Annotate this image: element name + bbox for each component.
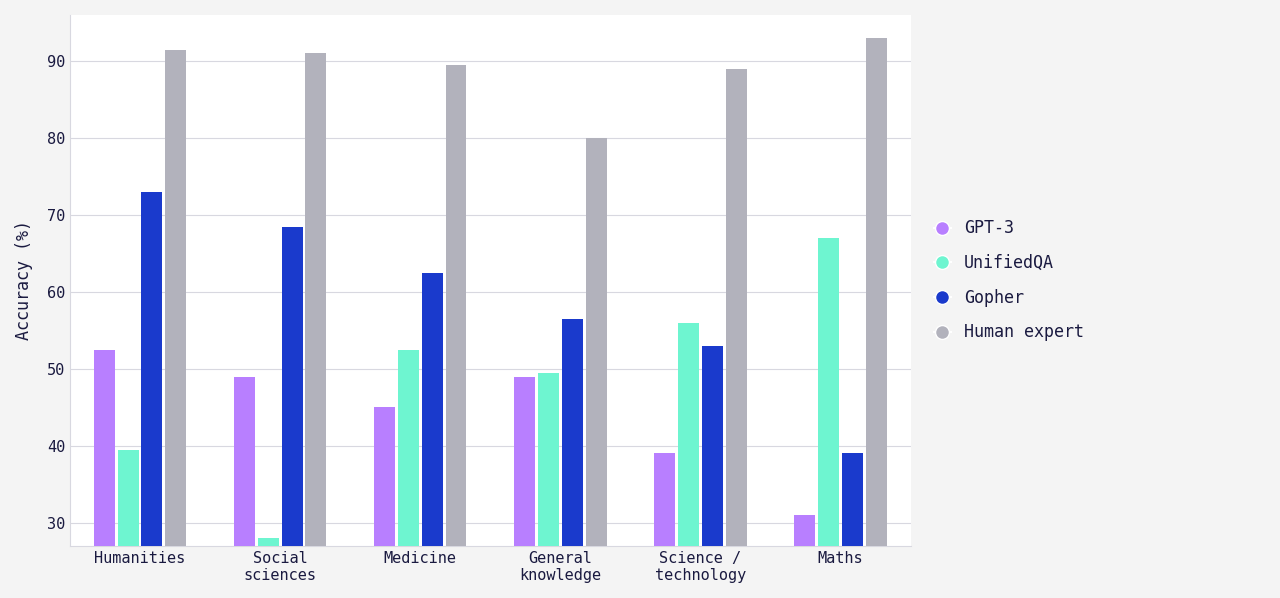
Y-axis label: Accuracy (%): Accuracy (%) (15, 221, 33, 340)
Bar (282, 227, 302, 598)
Bar (165, 50, 187, 598)
Bar (562, 319, 582, 598)
Bar (421, 273, 443, 598)
Bar (842, 453, 863, 598)
Bar (795, 515, 815, 598)
Bar (398, 350, 419, 598)
Legend: GPT-3, UnifiedQA, Gopher, Human expert: GPT-3, UnifiedQA, Gopher, Human expert (927, 213, 1091, 348)
Bar (701, 346, 723, 598)
Bar (142, 192, 163, 598)
Bar (818, 238, 840, 598)
Bar (374, 407, 396, 598)
Bar (118, 450, 138, 598)
Bar (515, 377, 535, 598)
Bar (257, 538, 279, 598)
Bar (865, 38, 887, 598)
Bar (93, 350, 115, 598)
Bar (538, 373, 559, 598)
Bar (306, 53, 326, 598)
Bar (234, 377, 255, 598)
Bar (654, 453, 676, 598)
Bar (726, 69, 746, 598)
Bar (586, 138, 607, 598)
Bar (445, 65, 466, 598)
Bar (678, 323, 699, 598)
